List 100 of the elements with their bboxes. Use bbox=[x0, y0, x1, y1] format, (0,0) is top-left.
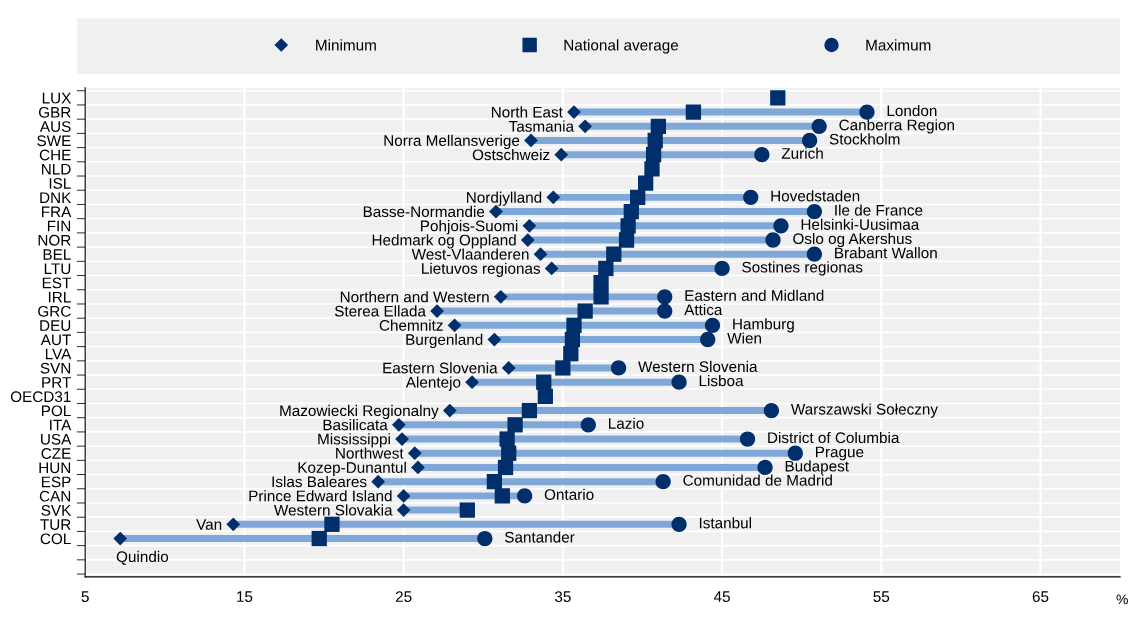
point bbox=[447, 318, 462, 333]
annotation: Ile de France bbox=[835, 204, 923, 216]
annotation: Lisboa bbox=[699, 375, 744, 387]
y-tick-label: COL bbox=[40, 533, 71, 545]
y-tick-label: GRC bbox=[38, 305, 71, 317]
annotation: Zurich bbox=[781, 147, 823, 159]
annotation: Ontario bbox=[544, 488, 594, 500]
y-tick-label: FRA bbox=[42, 206, 72, 218]
point bbox=[524, 133, 538, 148]
annotation: Oslo og Akershus bbox=[793, 232, 912, 248]
point bbox=[859, 104, 875, 120]
legend-label: National average bbox=[564, 39, 679, 54]
annotation: Hedmark og Oppland bbox=[372, 234, 516, 249]
point bbox=[811, 118, 827, 134]
point bbox=[555, 360, 571, 376]
point bbox=[630, 189, 646, 205]
point bbox=[638, 175, 654, 191]
y-tick-label: SWE bbox=[37, 135, 71, 147]
y-tick-label: POL bbox=[41, 405, 71, 417]
y-tick-label: PRT bbox=[42, 377, 71, 388]
y-tick-label: AUT bbox=[40, 334, 71, 346]
y-tick-label: ISL bbox=[49, 178, 71, 189]
point bbox=[765, 232, 781, 248]
annotation: Hovedstaden bbox=[771, 190, 860, 202]
point bbox=[647, 132, 663, 149]
annotation: Kozep-Dunantul bbox=[298, 461, 406, 476]
x-tick-label: 5 bbox=[81, 591, 89, 603]
point bbox=[773, 218, 789, 234]
point bbox=[763, 402, 780, 419]
point bbox=[486, 474, 503, 490]
annotation: Comunidad de Madrid bbox=[683, 474, 832, 486]
point bbox=[787, 445, 803, 461]
point bbox=[671, 516, 687, 532]
y-tick-label: TUR bbox=[40, 519, 71, 530]
annotation: Santander bbox=[504, 531, 575, 543]
point bbox=[623, 203, 639, 220]
point bbox=[537, 388, 553, 405]
point bbox=[396, 489, 411, 503]
point bbox=[757, 459, 773, 476]
annotation: London bbox=[887, 104, 937, 117]
point bbox=[536, 374, 552, 390]
annotation: Eastern Slovenia bbox=[383, 362, 498, 374]
legend-label: Maximum bbox=[866, 39, 931, 51]
annotation: Tasmania bbox=[508, 120, 575, 132]
annotation: Basilicata bbox=[323, 419, 388, 431]
annotation: Brabant Wallon bbox=[835, 247, 937, 259]
y-tick-label: LTU bbox=[44, 263, 71, 275]
point bbox=[324, 516, 340, 532]
annotation: Norra Mellansverige bbox=[384, 134, 520, 149]
x-tick-label: 65 bbox=[1032, 591, 1049, 603]
annotation: Alentejo bbox=[405, 376, 461, 391]
y-tick-label: CHE bbox=[39, 149, 71, 161]
point bbox=[685, 104, 702, 120]
x-tick-label: 55 bbox=[873, 591, 890, 603]
annotation: Istanbul bbox=[699, 517, 751, 529]
point bbox=[580, 417, 596, 433]
annotation: Mississippi bbox=[318, 433, 390, 448]
y-tick-label: BEL bbox=[43, 249, 71, 260]
annotation: Chemnitz bbox=[379, 319, 443, 331]
y-tick-label: CAN bbox=[39, 490, 71, 502]
point bbox=[442, 403, 457, 418]
point bbox=[620, 218, 636, 234]
annotation: West-Vlaanderen bbox=[411, 248, 529, 260]
y-tick-label: ITA bbox=[50, 419, 72, 431]
annotation: Mazowiecki Regionalny bbox=[280, 404, 439, 420]
y-tick-label: USA bbox=[41, 433, 72, 445]
point bbox=[593, 289, 609, 305]
point bbox=[546, 190, 561, 205]
annotation: Lietuvos regionas bbox=[422, 262, 541, 277]
point bbox=[645, 147, 662, 163]
point bbox=[507, 417, 523, 433]
point bbox=[311, 530, 327, 547]
annotation: Northwest bbox=[336, 447, 404, 459]
annotation: Northern and Western bbox=[340, 291, 489, 303]
point bbox=[497, 459, 514, 476]
point bbox=[499, 431, 515, 447]
point bbox=[657, 289, 673, 305]
point bbox=[533, 247, 548, 262]
y-tick-label: SVK bbox=[41, 504, 72, 516]
point bbox=[598, 260, 614, 277]
annotation: Quindio bbox=[116, 550, 169, 565]
point bbox=[644, 161, 660, 177]
point bbox=[770, 90, 786, 106]
point bbox=[606, 246, 622, 262]
point bbox=[554, 147, 569, 162]
legend-label: Minimum bbox=[316, 39, 376, 51]
y-tick-label: SVN bbox=[40, 362, 71, 374]
y-tick-label: AUS bbox=[39, 121, 71, 132]
point bbox=[743, 189, 759, 205]
x-tick-label: 25 bbox=[395, 591, 412, 603]
point bbox=[577, 303, 593, 319]
annotation: Western Slovakia bbox=[273, 504, 393, 516]
annotation: Eastern and Midland bbox=[685, 289, 824, 301]
y-tick-label: LVA bbox=[45, 348, 72, 360]
point bbox=[521, 402, 538, 419]
point bbox=[593, 275, 609, 291]
y-tick-label: DEU bbox=[40, 320, 71, 331]
point bbox=[522, 218, 537, 233]
point bbox=[657, 303, 673, 319]
annotation: Basse-Normandie bbox=[363, 205, 485, 218]
